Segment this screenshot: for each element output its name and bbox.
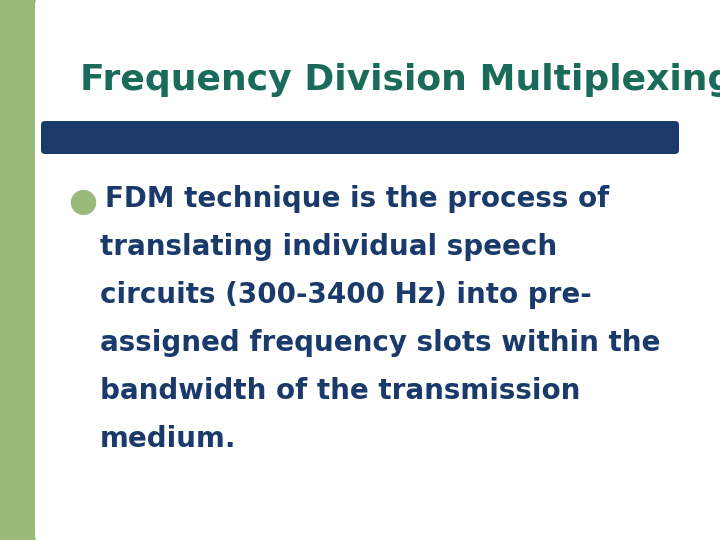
FancyBboxPatch shape <box>0 0 183 158</box>
FancyBboxPatch shape <box>35 0 720 540</box>
Text: FDM technique is the process of: FDM technique is the process of <box>105 185 609 213</box>
Text: circuits (300-3400 Hz) into pre-: circuits (300-3400 Hz) into pre- <box>100 281 592 309</box>
Text: bandwidth of the transmission: bandwidth of the transmission <box>100 377 580 405</box>
Text: ●: ● <box>68 185 97 218</box>
Text: medium.: medium. <box>100 425 236 453</box>
Bar <box>0 0 55 540</box>
Text: Frequency Division Multiplexing: Frequency Division Multiplexing <box>80 63 720 97</box>
Text: assigned frequency slots within the: assigned frequency slots within the <box>100 329 660 357</box>
FancyBboxPatch shape <box>41 121 679 154</box>
Text: translating individual speech: translating individual speech <box>100 233 557 261</box>
